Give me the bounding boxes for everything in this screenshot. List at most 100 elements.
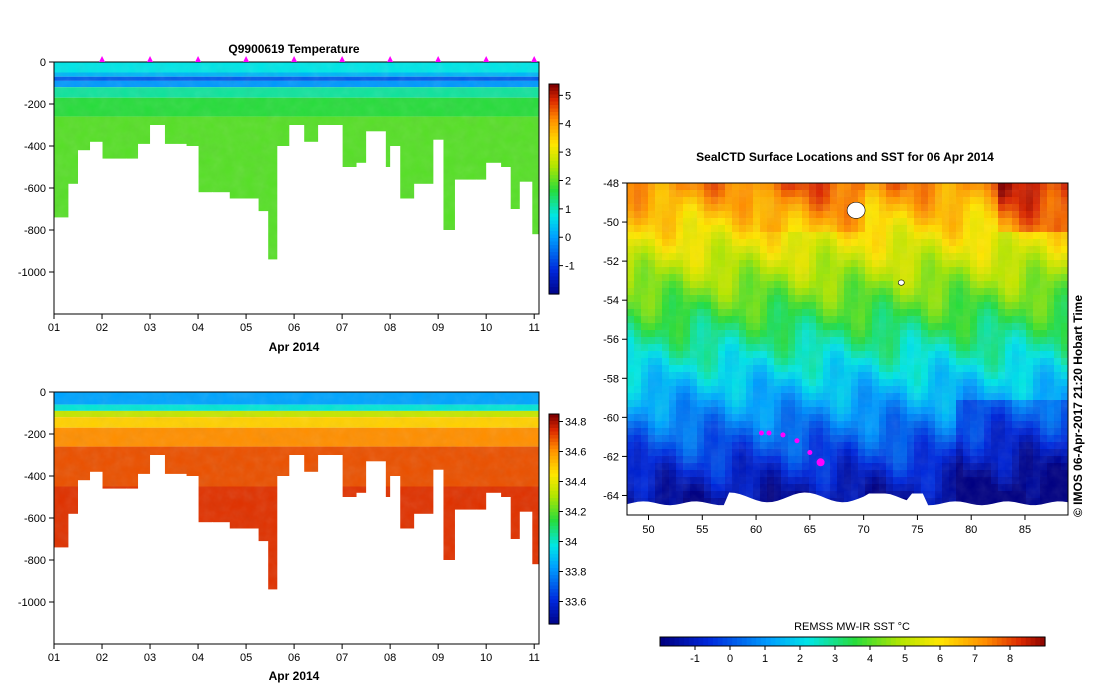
y-tick-label: -200	[24, 99, 46, 111]
sealctd-location	[794, 438, 800, 444]
sst-colorbar-segment	[732, 637, 738, 646]
lat-tick-label: -48	[603, 178, 619, 190]
no-data-region	[90, 471, 103, 644]
sst-colorbar-tick-label: -1	[690, 653, 700, 665]
map-credit: © IMOS 06-Apr-2017 21:20 Hobart Time	[1071, 295, 1085, 517]
no-data-region	[414, 183, 434, 314]
sst-colorbar-segment	[669, 637, 676, 646]
colorbar-segment	[549, 466, 559, 471]
sst-colorbar-segment	[1011, 637, 1017, 646]
sst-colorbar-segment	[852, 637, 858, 646]
no-data-region	[366, 461, 386, 644]
x-tick-label: 02	[96, 652, 108, 664]
colorbar-segment	[549, 547, 559, 552]
sst-map-panel: SealCTD Surface Locations and SST for 06…	[603, 150, 1085, 665]
sst-colorbar-segment	[818, 637, 825, 646]
no-data-region	[433, 469, 444, 644]
profile-marker	[195, 56, 202, 62]
sst-texture	[627, 183, 1068, 515]
colorbar-segment	[549, 533, 559, 538]
sst-colorbar-segment	[996, 637, 1003, 646]
colorbar-segment	[549, 101, 559, 106]
colorbar-segment	[549, 126, 559, 131]
x-tick-label: 04	[192, 652, 204, 664]
sealctd-location	[807, 450, 813, 456]
colorbar-segment	[549, 217, 559, 222]
sst-colorbar-segment	[765, 637, 772, 646]
colorbar-segment	[549, 456, 559, 461]
x-tick-label: 05	[240, 322, 252, 334]
no-data-region	[289, 455, 305, 644]
no-data-region	[164, 143, 187, 314]
colorbar-tick-label: 34	[565, 537, 577, 549]
sst-colorbar-segment	[929, 637, 935, 646]
colorbar-segment	[549, 115, 559, 120]
colorbar-tick-label: 2	[565, 175, 571, 187]
colorbar-segment	[549, 599, 559, 604]
sst-colorbar-segment	[919, 637, 926, 646]
colorbar-segment	[549, 575, 559, 580]
colorbar-segment	[549, 203, 559, 208]
colorbar-segment	[549, 273, 559, 278]
colorbar-segment	[549, 259, 559, 264]
no-data-region	[102, 488, 127, 644]
no-data-region	[500, 497, 511, 644]
temperature-title: Q9900619 Temperature	[228, 42, 360, 56]
colorbar-segment	[549, 119, 559, 124]
sst-colorbar-segment	[838, 637, 844, 646]
no-data-region	[303, 471, 319, 644]
salinity-plot-area	[54, 392, 539, 644]
salinity-y-axis: 0 -200 -400 -600 -800 -1000	[18, 387, 54, 609]
sst-colorbar-segment	[794, 637, 801, 646]
no-data-region	[68, 183, 79, 314]
sst-colorbar-tick-label: 6	[937, 653, 943, 665]
colorbar-segment	[549, 287, 559, 292]
sst-colorbar-segment	[770, 637, 777, 646]
sst-colorbar-segment	[780, 637, 786, 646]
colorbar-segment	[549, 147, 559, 152]
sst-colorbar-segment	[688, 637, 695, 646]
colorbar-segment	[549, 210, 559, 215]
colorbar-tick-label: 34.8	[565, 417, 586, 429]
colorbar-segment	[549, 290, 559, 295]
no-data-region	[366, 131, 386, 314]
profile-markers	[99, 56, 538, 62]
colorbar-tick-label: 0	[565, 232, 571, 244]
colorbar-segment	[549, 463, 559, 468]
colorbar-frame	[548, 413, 560, 625]
no-data-region	[246, 198, 259, 314]
colorbar-segment	[549, 452, 559, 457]
lat-tick-label: -60	[603, 412, 619, 424]
colorbar-segment	[549, 105, 559, 110]
no-data-region	[399, 198, 415, 314]
sst-colorbar: -1 0 1 2 3 4 5 6 7 8	[659, 636, 1046, 665]
profile-marker	[243, 56, 250, 62]
colorbar-segment	[549, 512, 559, 517]
lon-tick-label: 50	[642, 524, 654, 536]
sst-colorbar-segment	[727, 637, 733, 646]
no-data-region	[531, 564, 539, 644]
sst-colorbar-segment	[698, 637, 704, 646]
no-data-region	[454, 509, 478, 644]
no-data-region	[318, 125, 334, 314]
no-data-region	[78, 150, 91, 314]
colorbar-segment	[549, 280, 559, 285]
no-data-region	[186, 146, 199, 314]
y-tick-label: -1000	[18, 267, 46, 279]
sst-colorbar-segment	[934, 637, 940, 646]
y-tick-label: -600	[24, 183, 46, 195]
no-data-region	[318, 455, 334, 644]
temperature-y-axis: 0 -200 -400 -600 -800 -1000	[18, 57, 54, 279]
sst-colorbar-segment	[977, 637, 984, 646]
no-data-region	[258, 211, 269, 314]
sst-colorbar-segment	[703, 637, 709, 646]
profile-marker	[483, 56, 490, 62]
colorbar-tick-label: 5	[565, 90, 571, 102]
colorbar-segment	[549, 424, 559, 429]
x-tick-label: 06	[288, 652, 300, 664]
lat-tick-label: -54	[603, 295, 619, 307]
map-longitude-axis: 50 55 60 65 70 75 80 85	[642, 515, 1031, 536]
sst-colorbar-segment	[847, 637, 854, 646]
colorbar-segment	[549, 185, 559, 190]
colorbar-segment	[549, 592, 559, 597]
